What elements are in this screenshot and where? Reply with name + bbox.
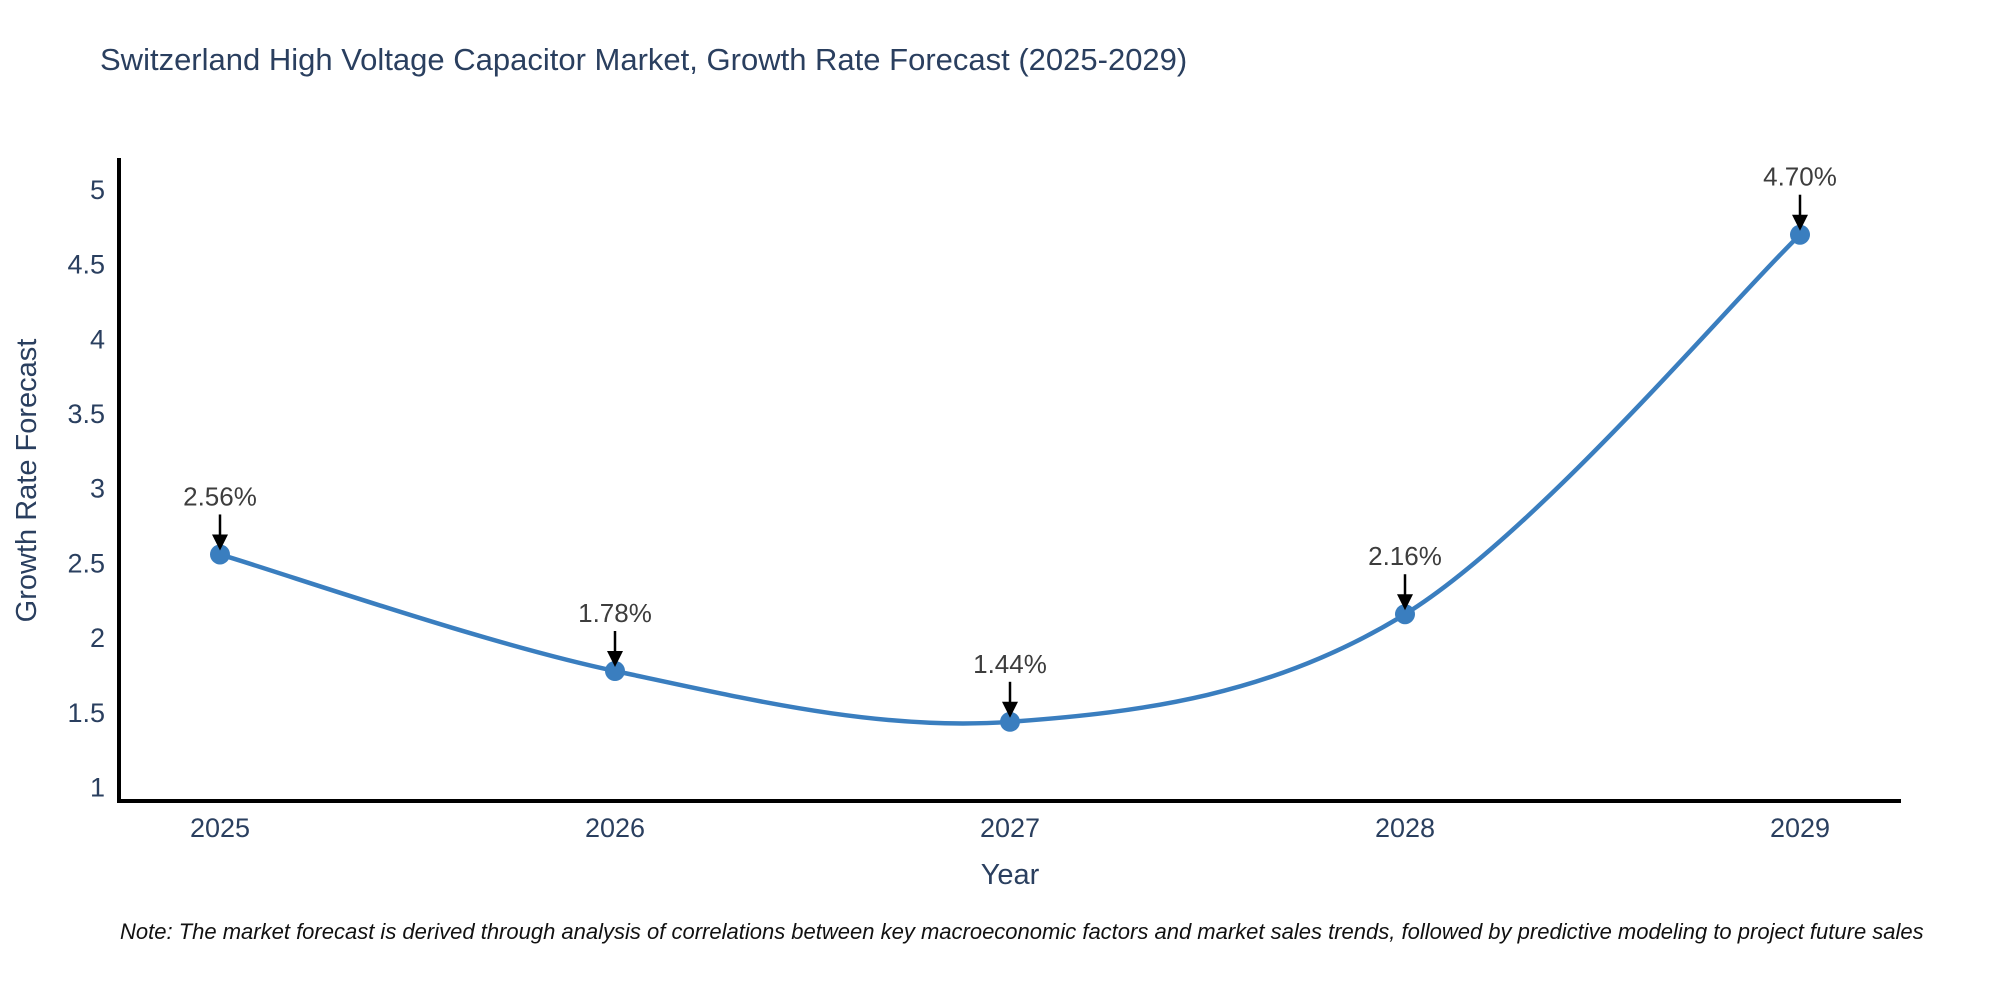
data-point-marker[interactable] bbox=[1790, 224, 1810, 245]
y-tick-label: 3.5 bbox=[67, 399, 105, 429]
y-axis-title: Growth Rate Forecast bbox=[11, 339, 43, 623]
data-label: 1.78% bbox=[578, 598, 652, 628]
data-label: 4.70% bbox=[1763, 162, 1837, 192]
x-tick-label: 2029 bbox=[1770, 813, 1830, 843]
footnote: Note: The market forecast is derived thr… bbox=[120, 919, 1924, 944]
y-tick-label: 3 bbox=[90, 474, 105, 504]
y-tick-label: 5 bbox=[90, 175, 105, 205]
y-tick-label: 4 bbox=[90, 324, 105, 354]
data-label: 2.16% bbox=[1368, 541, 1442, 571]
data-label: 2.56% bbox=[183, 481, 257, 511]
data-point-marker[interactable] bbox=[1000, 711, 1020, 732]
data-point-marker[interactable] bbox=[1395, 604, 1415, 625]
data-point-marker[interactable] bbox=[210, 544, 230, 565]
chart-title: Switzerland High Voltage Capacitor Marke… bbox=[100, 42, 1188, 77]
x-axis-title: Year bbox=[981, 859, 1040, 891]
y-tick-label: 2 bbox=[90, 623, 105, 653]
annotation-arrowhead bbox=[1397, 594, 1413, 611]
y-tick-label: 2.5 bbox=[67, 548, 105, 578]
annotation-arrowhead bbox=[212, 534, 228, 551]
data-label: 1.44% bbox=[973, 649, 1047, 679]
annotation-arrowhead bbox=[607, 651, 623, 668]
x-tick-label: 2027 bbox=[980, 813, 1040, 843]
y-tick-label: 1 bbox=[90, 773, 105, 803]
x-tick-label: 2026 bbox=[585, 813, 645, 843]
annotation-arrowhead bbox=[1002, 701, 1018, 718]
annotation-arrowhead bbox=[1792, 214, 1808, 231]
x-tick-label: 2028 bbox=[1375, 813, 1435, 843]
data-point-marker[interactable] bbox=[605, 661, 625, 682]
x-tick-label: 2025 bbox=[190, 813, 250, 843]
y-tick-label: 1.5 bbox=[67, 698, 105, 728]
y-tick-label: 4.5 bbox=[67, 250, 105, 280]
